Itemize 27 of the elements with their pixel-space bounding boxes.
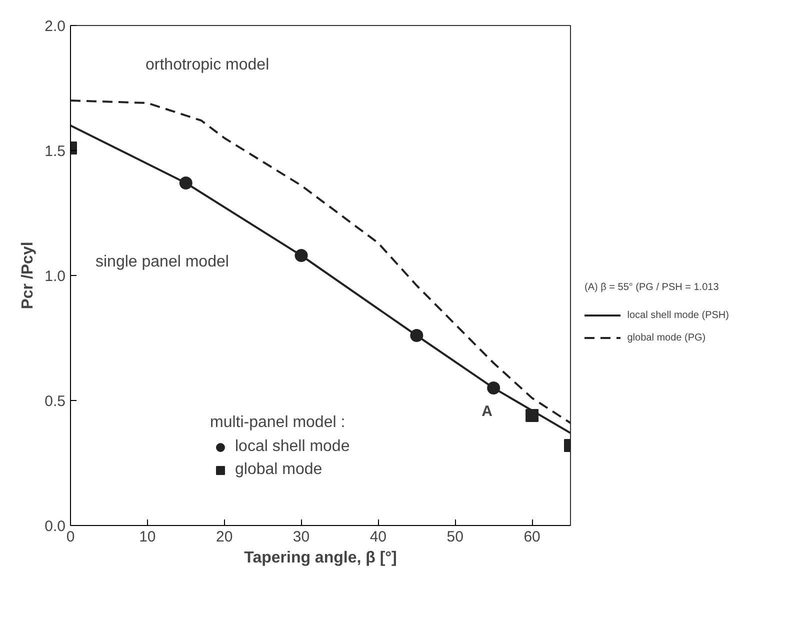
point — [410, 329, 424, 342]
x-tick-label: 50 — [446, 528, 464, 546]
legend-label: global mode — [235, 461, 322, 479]
text: (A) β = 55° (PG / PSH = 1.013 — [584, 282, 720, 293]
x-tick-label: 30 — [292, 528, 310, 546]
legend-title: multi-panel model : — [210, 414, 346, 432]
y-tick-label: 0.0 — [44, 518, 66, 535]
legend-label: global mode (PG) — [627, 332, 706, 344]
point — [487, 382, 500, 394]
x-tick-label: 20 — [216, 528, 233, 546]
x-tick-label: 40 — [370, 528, 387, 546]
x-tick-label: 60 — [524, 528, 540, 546]
annotation: single panel model — [96, 254, 229, 270]
y-tick-label: 0.5 — [44, 393, 66, 410]
x-axis-title: Tapering angle, β [°] — [244, 550, 397, 566]
y-tick-label: 1.5 — [44, 143, 66, 160]
annotation: A — [482, 403, 493, 420]
x-tick-label: 10 — [139, 528, 156, 546]
y-tick-label: 2.0 — [44, 18, 66, 35]
annotation: orthotropic model — [146, 56, 270, 74]
point — [179, 176, 192, 190]
x-tick-label: 0 — [66, 528, 75, 546]
y-axis-title: Pcr /Pcyl — [20, 242, 37, 310]
point — [294, 249, 308, 262]
legend-label: local shell mode (PSH) — [627, 310, 729, 321]
legend-label: local shell mode — [235, 438, 350, 456]
y-tick-label: 1.0 — [44, 268, 66, 285]
